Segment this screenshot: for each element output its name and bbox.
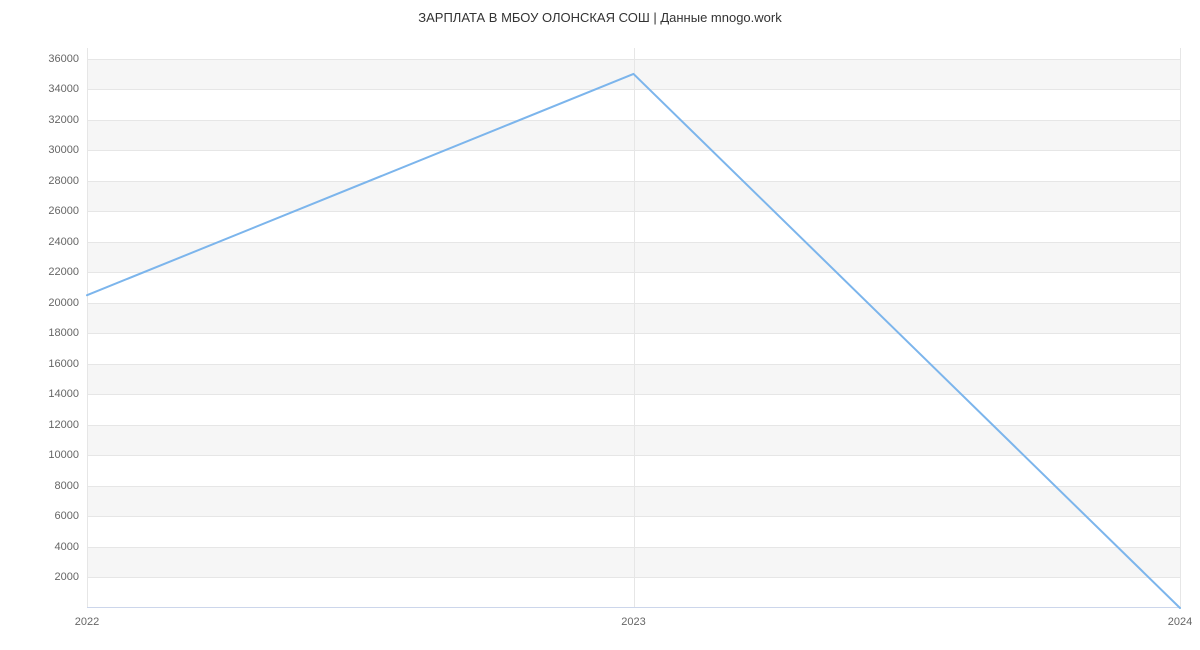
y-tick-label: 16000 xyxy=(48,358,87,370)
y-tick-label: 30000 xyxy=(48,144,87,156)
x-tick-label: 2023 xyxy=(621,608,645,628)
y-tick-label: 2000 xyxy=(55,571,87,583)
series-line xyxy=(87,48,1180,608)
y-tick-label: 18000 xyxy=(48,327,87,339)
y-tick-label: 14000 xyxy=(48,388,87,400)
y-tick-label: 32000 xyxy=(48,114,87,126)
y-tick-label: 12000 xyxy=(48,419,87,431)
y-tick-label: 20000 xyxy=(48,297,87,309)
y-tick-label: 36000 xyxy=(48,53,87,65)
plot-area: 2000400060008000100001200014000160001800… xyxy=(87,48,1180,608)
y-tick-label: 24000 xyxy=(48,236,87,248)
y-tick-label: 26000 xyxy=(48,205,87,217)
chart-title: ЗАРПЛАТА В МБОУ ОЛОНСКАЯ СОШ | Данные mn… xyxy=(0,10,1200,25)
y-tick-label: 10000 xyxy=(48,449,87,461)
x-tick-label: 2022 xyxy=(75,608,99,628)
y-tick-label: 34000 xyxy=(48,83,87,95)
x-tick-label: 2024 xyxy=(1168,608,1192,628)
y-tick-label: 4000 xyxy=(55,541,87,553)
v-gridline xyxy=(1180,48,1181,608)
y-tick-label: 6000 xyxy=(55,510,87,522)
salary-chart: ЗАРПЛАТА В МБОУ ОЛОНСКАЯ СОШ | Данные mn… xyxy=(0,0,1200,650)
y-tick-label: 28000 xyxy=(48,175,87,187)
y-tick-label: 22000 xyxy=(48,266,87,278)
y-tick-label: 8000 xyxy=(55,480,87,492)
